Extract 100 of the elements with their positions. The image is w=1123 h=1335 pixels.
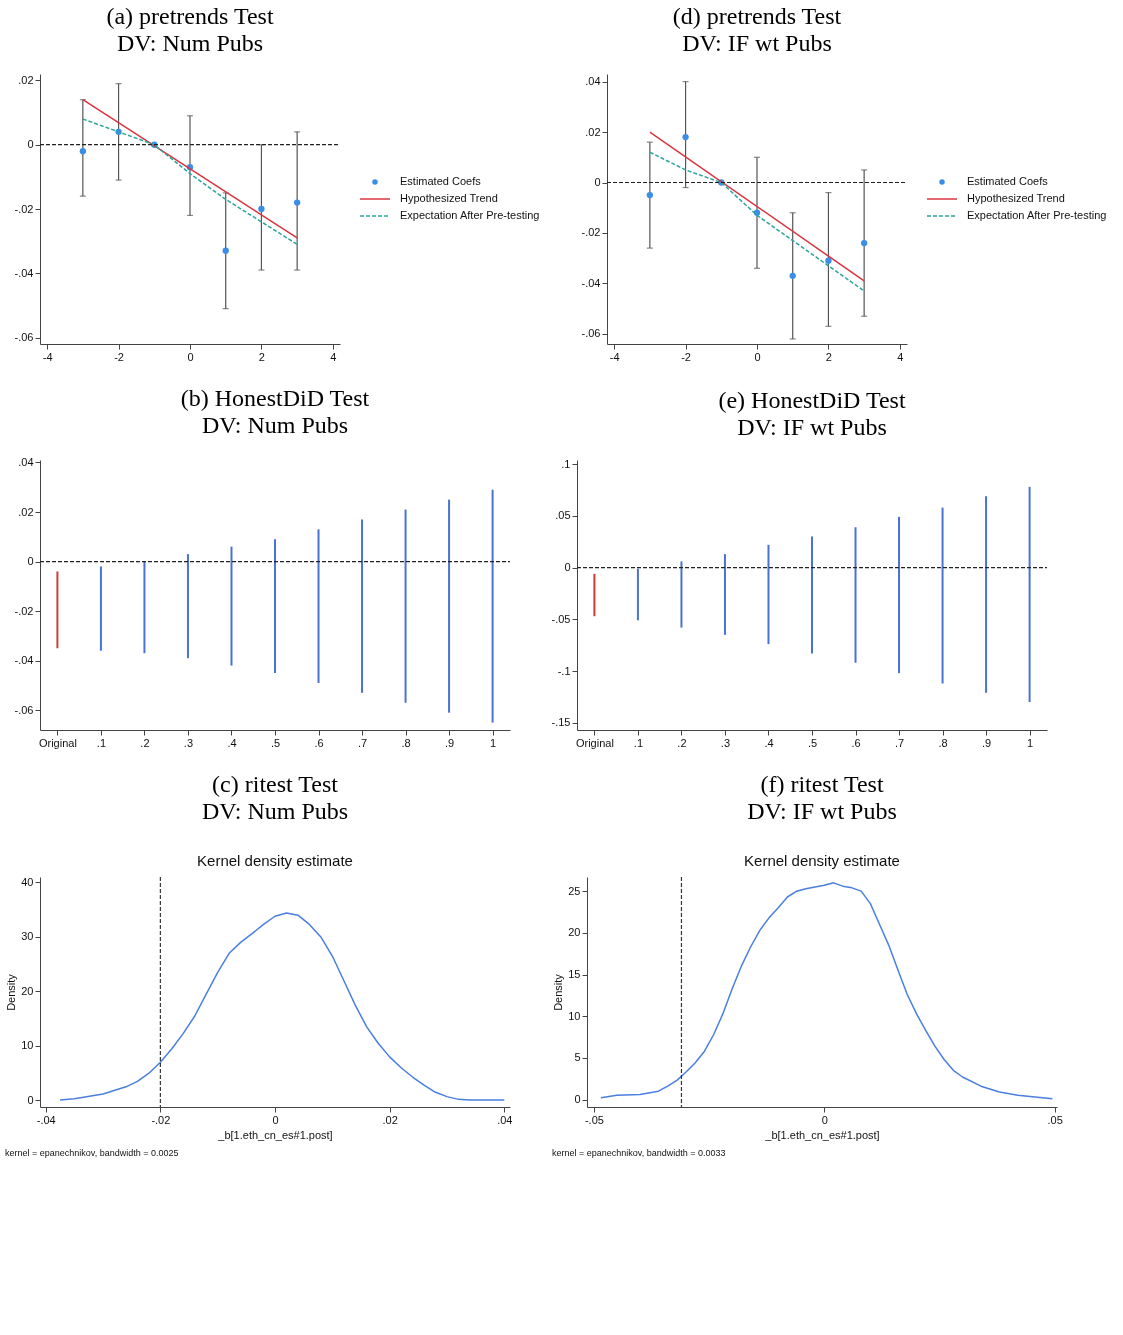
x-tick-label: .02 <box>382 1113 398 1126</box>
x-tick-label: 4 <box>897 350 904 363</box>
x-tick-label: .5 <box>807 736 818 749</box>
chart-title: (a) pretrends Test <box>106 3 274 29</box>
y-tick-label: -.06 <box>14 331 34 344</box>
text: Estimated Coefs <box>967 175 1049 187</box>
x-tick-label: .1 <box>96 736 107 749</box>
x-tick-label: .9 <box>981 736 992 749</box>
bar <box>99 566 102 651</box>
chart-subtitle: DV: IF wt Pubs <box>682 30 832 56</box>
point <box>646 191 654 199</box>
line-series <box>59 912 506 1101</box>
legend-label: Hypothesized Trend <box>400 192 498 204</box>
chart-subtitle: DV: Num Pubs <box>201 798 349 824</box>
x-axis-title: _b[1.eth_cn_es#1.post] <box>764 1128 880 1141</box>
y-axis-title: Density <box>552 973 565 1011</box>
y-tick-label: .02 <box>18 505 34 518</box>
bar <box>448 499 451 713</box>
legend-label: Hypothesized Trend <box>967 192 1065 204</box>
y-tick-label: 0 <box>594 176 601 188</box>
chart-title: (c) ritest Test <box>212 771 339 797</box>
y-tick-label: -.04 <box>14 654 34 667</box>
y-tick-label: -.02 <box>14 202 34 215</box>
x-tick-label: .04 <box>497 1113 513 1126</box>
x-tick-label: 1 <box>490 736 497 749</box>
y-tick-label: 0 <box>564 561 571 574</box>
bar <box>811 536 813 654</box>
x-tick-label: 0 <box>272 1113 279 1126</box>
y-tick-label: 15 <box>568 968 581 980</box>
x-tick-label: .8 <box>938 736 948 749</box>
line-series <box>649 151 865 292</box>
y-tick-label: 10 <box>568 1009 581 1022</box>
chart-title: (f) ritest Test <box>760 771 884 797</box>
bar <box>230 546 233 666</box>
text: Kernel density estimate <box>197 852 353 869</box>
y-tick-label: 5 <box>574 1051 581 1064</box>
bar <box>404 509 407 703</box>
bar <box>941 507 944 684</box>
x-tick-label: 0 <box>821 1113 828 1126</box>
y-tick-label: -.02 <box>581 226 601 239</box>
x-tick-label: -4 <box>609 350 620 363</box>
y-tick-label: -.04 <box>14 266 34 279</box>
x-tick-label: .3 <box>183 736 194 749</box>
x-tick-label: 2 <box>825 350 832 363</box>
y-tick-label: -.04 <box>581 276 601 289</box>
point <box>825 257 832 264</box>
x-tick-label: .7 <box>894 736 905 749</box>
text: kernel = epanechnikov, bandwidth = 0.0025 <box>5 1148 179 1158</box>
x-tick-label: .9 <box>444 736 455 749</box>
text: Estimated Coefs <box>400 175 482 187</box>
y-tick-label: -.05 <box>551 612 571 625</box>
x-tick-label: 0 <box>754 350 761 363</box>
y-tick-label: 0 <box>27 555 34 568</box>
y-tick-label: .04 <box>585 75 601 88</box>
point <box>789 272 796 280</box>
line-series <box>82 118 298 246</box>
x-tick-label: .7 <box>357 736 368 749</box>
x-tick-label: .4 <box>227 736 237 749</box>
chart-subtitle: DV: IF wt Pubs <box>747 798 897 824</box>
x-tick-label: .1 <box>633 736 644 749</box>
x-tick-label: .3 <box>720 736 731 749</box>
y-tick-label: 0 <box>574 1093 581 1105</box>
legend-label: Expectation After Pre-testing <box>400 209 540 221</box>
bar <box>143 561 146 654</box>
x-tick-label: .6 <box>314 736 324 749</box>
y-tick-label: 20 <box>568 926 581 939</box>
y-tick-label: .05 <box>555 509 571 522</box>
chart-subtitle: DV: IF wt Pubs <box>737 414 887 441</box>
point <box>682 133 689 141</box>
x-tick-label: .4 <box>764 736 774 749</box>
x-tick-label: .6 <box>851 736 861 749</box>
y-tick-label: 25 <box>568 884 581 897</box>
x-tick-label: .8 <box>401 736 411 749</box>
point <box>222 247 229 254</box>
y-tick-label: -.1 <box>557 664 571 677</box>
bar <box>767 544 770 645</box>
chart-title: (b) HonestDiD Test <box>180 385 370 412</box>
x-tick-label: 4 <box>330 350 337 363</box>
x-tick-label: -4 <box>42 350 53 363</box>
x-tick-label: 0 <box>187 350 194 363</box>
bar <box>56 571 59 649</box>
point <box>860 239 868 247</box>
line-series <box>600 882 1054 1100</box>
x-tick-label: .5 <box>270 736 281 749</box>
y-tick-label: 30 <box>21 930 34 943</box>
x-tick-label: .2 <box>140 736 150 749</box>
x-tick-label: -2 <box>114 350 124 363</box>
bar <box>985 496 988 693</box>
x-axis-title: _b[1.eth_cn_es#1.post] <box>217 1128 333 1141</box>
y-tick-label: 0 <box>27 138 34 151</box>
point <box>79 147 87 155</box>
x-tick-label: .2 <box>677 736 687 749</box>
x-tick-label: .05 <box>1047 1113 1063 1126</box>
bar <box>854 527 857 663</box>
chart-subtitle: DV: Num Pubs <box>116 30 264 56</box>
y-tick-label: -.06 <box>581 327 601 340</box>
point <box>293 199 301 206</box>
x-tick-label: 2 <box>258 350 265 363</box>
chart-subtitle: DV: Num Pubs <box>201 412 349 439</box>
point <box>258 205 265 213</box>
